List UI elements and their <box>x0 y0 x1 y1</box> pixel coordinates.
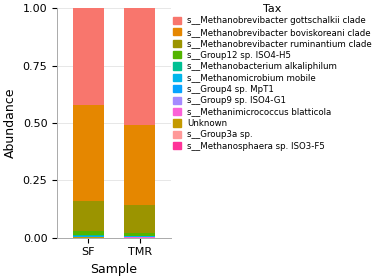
Bar <box>124 125 155 206</box>
X-axis label: Sample: Sample <box>90 263 138 276</box>
Bar <box>73 105 104 201</box>
Bar <box>124 236 155 237</box>
Bar <box>73 8 104 105</box>
Y-axis label: Abundance: Abundance <box>4 88 17 158</box>
Bar <box>73 236 104 237</box>
Bar <box>73 235 104 236</box>
Legend: s__Methanobrevibacter gottschalkii clade, s__Methanobrevibacter boviskoreani cla: s__Methanobrevibacter gottschalkii clade… <box>173 4 372 151</box>
Bar <box>124 233 155 236</box>
Bar <box>124 8 155 125</box>
Bar <box>73 201 104 231</box>
Bar <box>73 231 104 235</box>
Bar <box>124 206 155 233</box>
